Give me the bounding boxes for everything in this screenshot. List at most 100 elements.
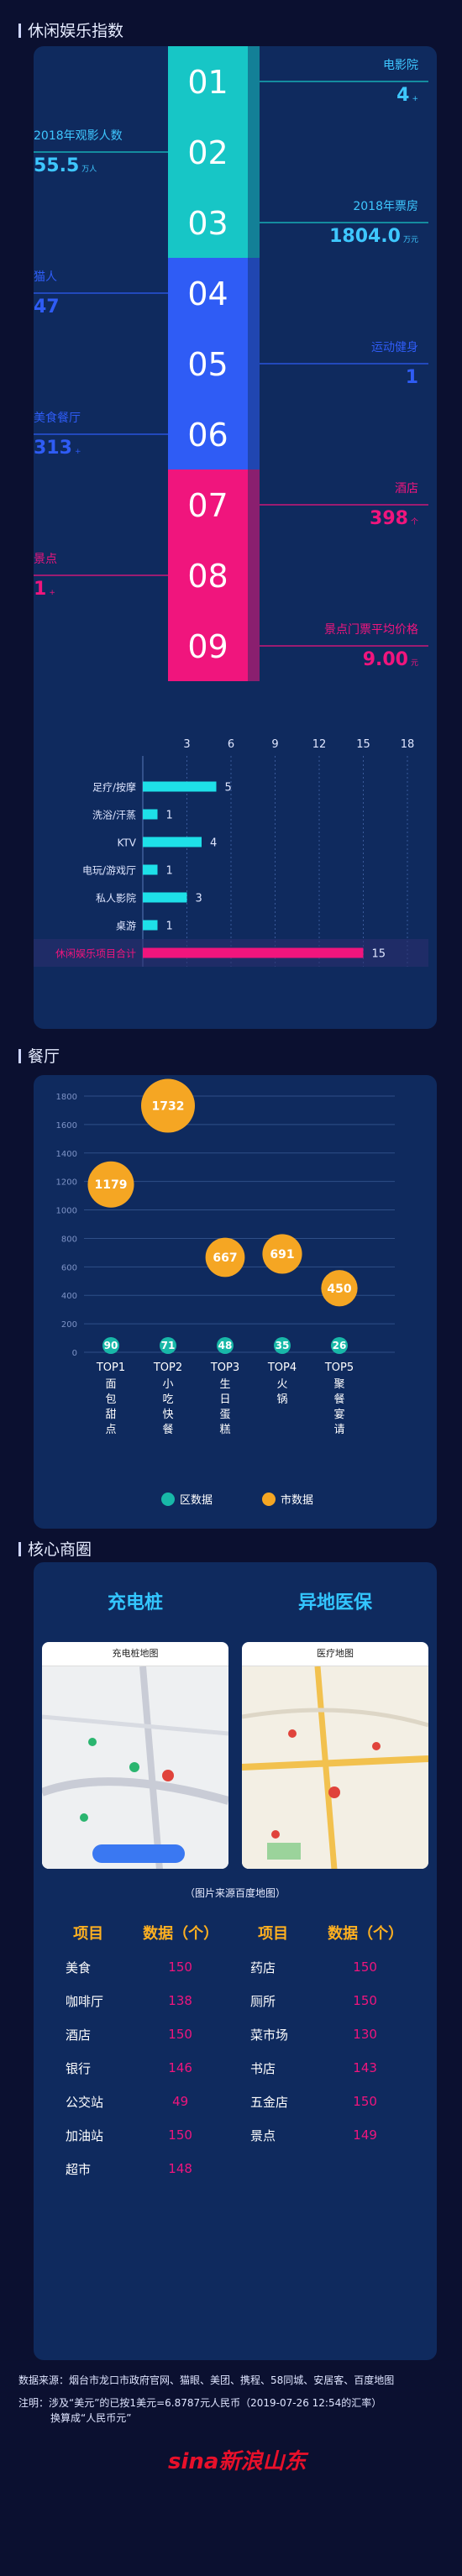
step-number: 07 (187, 487, 228, 524)
card2-title: 异地医保 (297, 1592, 372, 1613)
y-category-label: 电玩/游戏厅 (82, 865, 136, 877)
y-category-label: 桌游 (116, 921, 136, 932)
step-number: 02 (187, 134, 228, 171)
y-tick-label: 600 (61, 1263, 77, 1272)
y-tick-label: 1600 (56, 1121, 77, 1131)
bar-value-label: 3 (196, 893, 202, 905)
section-title-text: 休闲娱乐指数 (28, 22, 124, 40)
exchange-note: 注明：涉及“美元”的已按1美元=6.8787元人民币（2019-07-26 12… (18, 2397, 382, 2409)
district-value-label: 35 (276, 1340, 290, 1351)
stat-number: 1804.0 (329, 226, 401, 247)
business-panel: 充电桩 异地医保 充电桩地图 医疗地图 （图片来源百度 (34, 1562, 437, 2360)
stat-number: 398 (370, 508, 408, 529)
stat-unit: 万元 (402, 236, 418, 244)
category-label: TOP3 (210, 1361, 239, 1374)
step-side (248, 46, 260, 117)
step-block (168, 611, 248, 681)
step-side (248, 540, 260, 611)
y-tick-label: 800 (61, 1235, 77, 1244)
table-header-cell: 数据（个） (328, 1925, 404, 1943)
restaurant-panel: 0 200 400 600 800 1000 1200 1400 1600 1800 1179 90 T… (34, 1075, 437, 1529)
step-side (248, 187, 260, 258)
stat-value: 4 + (396, 85, 418, 106)
category-label: TOP1 (96, 1361, 125, 1374)
item-name-cell: 五金店 (249, 2094, 288, 2110)
table-row: 加油站 150 景点 149 (50, 2118, 420, 2152)
stat-label: 酒店 (395, 482, 418, 496)
city-bubble (141, 1078, 195, 1133)
subcategory-label: 吃 (162, 1393, 173, 1406)
item-name-cell: 公交站 (66, 2094, 104, 2110)
item-name-cell: 景点 (249, 2127, 276, 2143)
bar (143, 892, 187, 903)
step-block (168, 258, 248, 328)
step-block (168, 328, 248, 399)
table-row: 咖啡厅 138 厕所 150 (50, 1984, 420, 2017)
stat-number: 313 (34, 438, 72, 459)
step-number: 08 (187, 558, 228, 595)
map-header: 医疗地图 (242, 1642, 428, 1666)
item-name-cell: 超市 (66, 2161, 92, 2177)
y-category-label: 洗浴/汗蒸 (92, 810, 136, 821)
step-side (248, 611, 260, 681)
bar (143, 920, 158, 931)
step-block (168, 470, 248, 540)
x-tick-label: 9 (271, 738, 278, 751)
charging-map (42, 1666, 228, 1869)
item-count-cell: 130 (353, 2027, 377, 2042)
stat-label: 美食餐厅 (34, 412, 81, 425)
district-value-label: 90 (104, 1340, 118, 1351)
poi-table: 项目 数据（个） 项目 数据（个） 美食 150 药店 150 咖啡厅 138 厕所 150 酒店 15… (50, 1915, 420, 2185)
data-source: 数据来源：烟台市龙口市政府官网、猫眼、美团、携程、58同城、安居客、百度地图 (18, 2374, 395, 2386)
subcategory-label: 锅 (276, 1393, 287, 1406)
y-category-label: 休闲娱乐项目合计 (55, 947, 136, 960)
stat-value: 47 (34, 296, 60, 317)
item-count-cell: 150 (353, 2094, 377, 2109)
x-tick-label: 6 (228, 738, 234, 751)
stat-number: 1 (405, 367, 418, 388)
image-caption: （图片来源百度地图） (184, 1887, 286, 1899)
step-side (248, 117, 260, 187)
district-value-label: 48 (218, 1340, 233, 1351)
district-bubble (331, 1337, 348, 1354)
stat-unit: 万人 (81, 165, 97, 174)
stat-number: 55.5 (34, 155, 80, 176)
stat-value: 1804.0 万元 (329, 226, 418, 247)
table-row: 超市 148 (50, 2152, 420, 2185)
item-name-cell: 咖啡厅 (66, 1993, 104, 2009)
city-value-label: 691 (270, 1248, 294, 1262)
y-tick-label: 1000 (56, 1207, 77, 1216)
city-bubble (321, 1270, 358, 1307)
step-number: 04 (187, 275, 228, 312)
step-number: 03 (187, 205, 228, 242)
subcategory-label: 小 (162, 1378, 173, 1391)
item-name-cell: 菜市场 (249, 2027, 288, 2043)
item-count-cell: 150 (168, 2127, 192, 2143)
x-tick-label: 12 (312, 738, 327, 751)
step-side (248, 399, 260, 470)
hospital-pin-icon (328, 1786, 340, 1798)
legend-label: 区数据 (180, 1494, 213, 1507)
y-tick-label: 1800 (56, 1093, 77, 1102)
bar-value-label: 1 (166, 810, 173, 822)
subcategory-label: 蛋 (219, 1409, 230, 1421)
bar (143, 837, 202, 847)
subcategory-label: 日 (219, 1393, 230, 1406)
district-bubble (274, 1337, 291, 1354)
category-label: TOP2 (153, 1361, 182, 1374)
legend-marker (262, 1493, 276, 1506)
table-row: 美食 150 药店 150 (50, 1950, 420, 1984)
stat-label: 运动健身 (371, 341, 418, 354)
city-value-label: 1732 (152, 1100, 185, 1114)
sina-logo: sina新浪山东 (168, 2449, 307, 2474)
stat-value: 398 个 (370, 508, 418, 529)
step-block (168, 117, 248, 187)
map-header: 充电桩地图 (42, 1642, 228, 1666)
charging-map-card[interactable]: 充电桩地图 (42, 1642, 228, 1869)
district-bubble (160, 1337, 176, 1354)
restaurant-bubble-chart: 0 200 400 600 800 1000 1200 1400 1600 1800 1179 90 T… (56, 1078, 395, 1507)
stat-label: 猫人 (34, 270, 57, 284)
medical-map-card[interactable]: 医疗地图 (242, 1642, 428, 1869)
subcategory-label: 生 (219, 1378, 230, 1391)
table-row: 酒店 150 菜市场 130 (50, 2017, 420, 2051)
